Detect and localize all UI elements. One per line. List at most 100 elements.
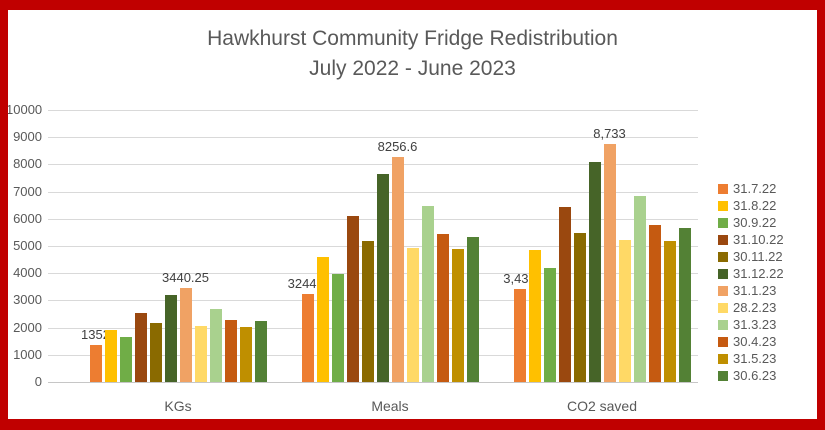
bar-kgs-30.6.23 [254,321,267,382]
bar-meals-31.10.22 [346,216,359,382]
legend-item-31.10.22: 31.10.22 [718,233,784,246]
legend-swatch-icon [718,200,728,211]
data-label-co2-saved-31.7.22: 3,432 [503,270,536,286]
legend-item-31.7.22: 31.7.22 [718,182,784,195]
bar-kgs-31.8.22 [104,329,117,382]
data-label-kgs-31.1.23: 3440.25 [162,270,209,286]
category-group-kgs: 1352 3440.25 [72,110,284,382]
bar-meals-28.2.23 [406,248,419,382]
legend: 31.7.22 31.8.22 30.9.22 31.10.22 30.11.22 31.… [718,182,784,382]
legend-swatch-icon [718,336,728,347]
bar-co2-saved-31.1.23: 8,733 [593,126,626,382]
category-group-meals: 3244.8 8256.6 [284,110,496,382]
bar-kgs-28.2.23 [194,326,207,382]
bar-co2-saved-30.4.23 [648,225,661,382]
legend-swatch-icon [718,217,728,228]
legend-swatch-icon [718,268,728,279]
gridline-9000 [48,137,698,139]
legend-swatch-icon [718,183,728,194]
gridline-6000 [48,218,698,220]
x-axis-label-kgs: KGs [164,398,192,414]
legend-item-30.11.22: 30.11.22 [718,250,784,263]
data-label-kgs-31.7.22: 1352 [81,327,110,343]
bar-meals-31.12.22 [376,174,389,382]
bar-co2-saved-31.12.22 [588,162,601,382]
bar-meals-30.11.22 [361,241,374,382]
y-tick-label-5000: 5000 [13,238,42,253]
legend-label: 31.10.22 [733,232,784,247]
legend-item-31.5.23: 31.5.23 [718,352,784,365]
legend-swatch-icon [718,285,728,296]
gridline-0 [48,382,698,383]
legend-swatch-icon [718,302,728,313]
y-tick-label-0: 0 [34,374,42,389]
bar-co2-saved-31.10.22 [558,206,571,382]
bar-kgs-31.12.22 [164,295,177,382]
y-tick-label-7000: 7000 [13,183,42,199]
bar-meals-31.7.22: 3244.8 [288,276,327,382]
y-tick-label-9000: 9000 [13,129,42,145]
chart-title-line1: Hawkhurst Community Fridge Redistributio… [207,27,618,50]
bar-co2-saved-30.9.22 [543,267,556,382]
bar-kgs-30.4.23 [224,320,237,382]
legend-item-31.3.23: 31.3.23 [718,318,784,331]
plot-area: 0 1000 2000 3000 4000 5000 6000 7000 8000 9000 100… [8,102,698,389]
bar-groups: 1352 3440.25 3244.8 8256.6 3,432 8,733 [72,110,708,382]
bar-co2-saved-31.5.23 [663,241,676,382]
legend-swatch-icon [718,234,728,245]
legend-label: 31.8.22 [733,198,777,213]
legend-item-30.6.23: 30.6.23 [718,369,784,382]
bar-kgs-31.5.23 [239,326,252,382]
x-axis-label-meals: Meals [371,398,409,414]
bar-kgs-31.7.22: 1352 [81,327,110,382]
legend-label: 31.3.23 [733,317,777,332]
x-axis-category-labels: KGs Meals CO2 saved [72,398,708,414]
bar-meals-31.8.22 [316,257,329,382]
legend-label: 31.12.22 [733,266,784,281]
legend-swatch-icon [718,319,728,330]
bar-meals-31.3.23 [421,206,434,382]
legend-swatch-icon [718,353,728,364]
y-tick-label-4000: 4000 [13,265,42,281]
category-group-co2-saved: 3,432 8,733 [496,110,708,382]
bar-kgs-30.11.22 [149,323,162,382]
legend-label: 30.4.23 [733,334,777,349]
chart-title: Hawkhurst Community Fridge Redistributio… [8,24,817,84]
data-label-meals-31.1.23: 8256.6 [377,139,418,155]
data-label-co2-saved-31.1.23: 8,733 [593,126,626,142]
legend-item-31.12.22: 31.12.22 [718,267,784,280]
gridline-10000 [48,110,698,111]
gridline-8000 [48,164,698,166]
legend-swatch-icon [718,251,728,262]
bar-meals-30.9.22 [331,273,344,382]
y-tick-label-10000: 10000 [6,102,43,117]
legend-label: 30.6.23 [733,368,777,383]
y-tick-label-8000: 8000 [13,156,42,172]
bar-meals-30.4.23 [436,233,449,382]
bar-meals-30.6.23 [466,236,479,382]
bar-co2-saved-31.8.22 [528,249,541,382]
legend-label: 31.1.23 [733,283,777,298]
legend-label: 30.9.22 [733,215,777,230]
legend-item-31.1.23: 31.1.23 [718,284,784,297]
legend-label: 28.2.23 [733,300,777,315]
bar-co2-saved-28.2.23 [618,240,631,382]
y-tick-label-2000: 2000 [13,319,42,335]
bar-co2-saved-30.6.23 [678,228,691,382]
legend-item-31.8.22: 31.8.22 [718,199,784,212]
bar-kgs-31.1.23: 3440.25 [162,270,209,382]
bar-co2-saved-30.11.22 [573,232,586,382]
legend-item-30.4.23: 30.4.23 [718,335,784,348]
legend-item-30.9.22: 30.9.22 [718,216,784,229]
gridline-7000 [48,191,698,193]
bar-kgs-30.9.22 [119,336,132,382]
bar-meals-31.5.23 [451,248,464,382]
legend-label: 31.5.23 [733,351,777,366]
bar-kgs-31.3.23 [209,308,222,382]
y-tick-label-3000: 3000 [13,292,42,308]
bar-meals-31.1.23: 8256.6 [378,139,417,382]
chart-title-line2: July 2022 - June 2023 [309,57,516,80]
x-axis-label-co2-saved: CO2 saved [566,398,638,414]
legend-swatch-icon [718,370,728,381]
